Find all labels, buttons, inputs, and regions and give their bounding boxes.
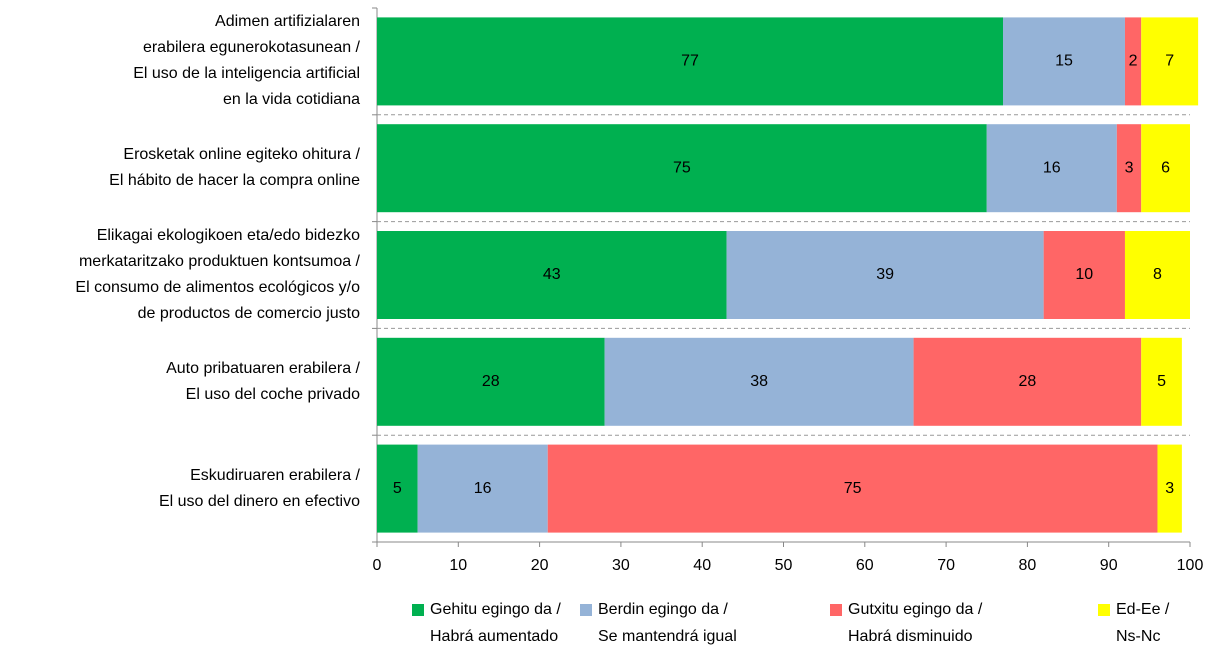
value-label: 15	[1055, 53, 1073, 70]
bar-segment	[604, 337, 914, 426]
bar-segment	[377, 17, 1004, 106]
x-tick-label: 80	[1019, 557, 1037, 574]
category-label: Eskudiruaren erabilera / El uso del dine…	[158, 466, 360, 510]
x-tick-label: 40	[693, 557, 711, 574]
bar-segment	[986, 124, 1117, 213]
bar-segment	[377, 231, 727, 319]
value-label: 75	[844, 480, 862, 497]
legend-item: Gutxitu egingo da / Habrá disminuido	[830, 596, 982, 650]
bar-segment	[417, 444, 548, 533]
value-label: 5	[1157, 373, 1166, 390]
x-tick-label: 20	[531, 557, 549, 574]
value-label: 75	[673, 159, 691, 176]
legend-item: Ed-Ee / Ns-Nc	[1098, 596, 1169, 650]
bar-segment	[913, 337, 1142, 426]
value-label: 28	[1019, 373, 1037, 390]
value-label: 5	[393, 480, 402, 497]
category-label: Auto pribatuaren erabilera / El uso del …	[166, 359, 360, 403]
legend-item: Gehitu egingo da / Habrá aumentado	[412, 596, 561, 650]
bar-segment	[547, 444, 1158, 533]
bar-segment	[1157, 444, 1182, 533]
value-label: 8	[1153, 266, 1162, 283]
x-tick-label: 10	[449, 557, 467, 574]
value-label: 10	[1075, 266, 1093, 283]
value-label: 2	[1129, 53, 1138, 70]
legend-label: Ed-Ee / Ns-Nc	[1116, 601, 1170, 645]
value-label: 16	[474, 480, 492, 497]
x-tick-label: 0	[373, 557, 382, 574]
value-label: 6	[1161, 159, 1170, 176]
legend-swatch	[412, 604, 424, 616]
legend-swatch	[580, 604, 592, 616]
value-label: 3	[1125, 159, 1134, 176]
value-label: 3	[1165, 480, 1174, 497]
bar-segment	[1141, 337, 1182, 426]
value-label: 39	[876, 266, 894, 283]
bar-segment	[1116, 124, 1142, 213]
legend-swatch	[1098, 604, 1110, 616]
bar-segment	[1124, 17, 1142, 106]
legend-item: Berdin egingo da / Se mantendrá igual	[580, 596, 737, 650]
legend-label: Berdin egingo da / Se mantendrá igual	[598, 601, 737, 645]
category-label: Adimen artifizialaren erabilera egunerok…	[133, 13, 360, 109]
value-label: 43	[543, 266, 561, 283]
bar-segment	[1043, 231, 1125, 319]
x-tick-label: 60	[856, 557, 874, 574]
bar-segment	[726, 231, 1044, 319]
value-label: 28	[482, 373, 500, 390]
category-label: Elikagai ekologikoen eta/edo bidezko mer…	[75, 227, 360, 322]
x-tick-label: 70	[937, 557, 955, 574]
x-tick-label: 30	[612, 557, 630, 574]
x-tick-label: 90	[1100, 557, 1118, 574]
legend-label: Gehitu egingo da / Habrá aumentado	[430, 601, 561, 645]
bar-segment	[377, 337, 605, 426]
value-label: 16	[1043, 159, 1061, 176]
legend-label: Gutxitu egingo da / Habrá disminuido	[848, 601, 983, 645]
bar-segment	[1141, 124, 1190, 213]
category-label: Erosketak online egiteko ohitura / El há…	[109, 146, 360, 190]
legend-swatch	[830, 604, 842, 616]
bar-segment	[1141, 17, 1199, 106]
x-tick-label: 50	[775, 557, 793, 574]
bar-segment	[1124, 231, 1190, 319]
bar-segment	[1003, 17, 1125, 106]
value-label: 7	[1165, 53, 1174, 70]
value-label: 38	[750, 373, 768, 390]
bar-segment	[377, 124, 987, 213]
bar-segment	[377, 444, 418, 533]
x-tick-label: 100	[1177, 557, 1204, 574]
value-label: 77	[681, 53, 699, 70]
